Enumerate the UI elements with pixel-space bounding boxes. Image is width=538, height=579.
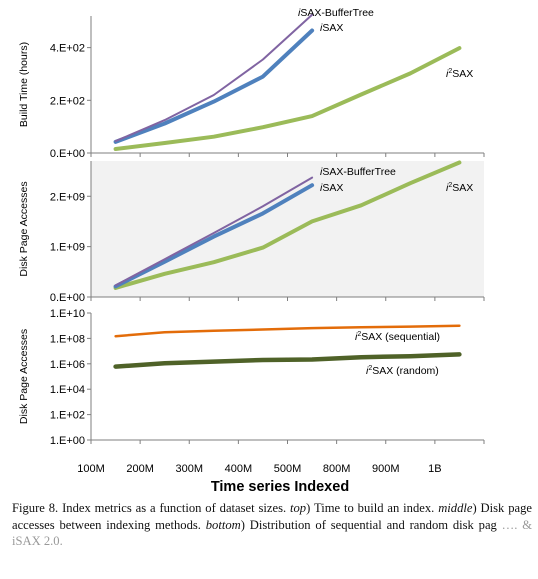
y-axis-title: Build Time (hours) xyxy=(18,42,30,127)
x-tick-label: 200M xyxy=(126,463,154,475)
series-label-isax: iSAX xyxy=(320,182,343,194)
y-tick-label: 1.E+04 xyxy=(50,384,85,396)
series-label-i2sax-random: i2SAX (random) xyxy=(366,365,439,377)
caption-top-word: top xyxy=(290,501,307,515)
y-tick-label: 1.E+00 xyxy=(50,435,85,447)
caption-bottom-word: bottom xyxy=(205,517,241,532)
caption-text-1: Index metrics as a function of dataset s… xyxy=(58,501,291,515)
chart-panels: 0.E+00 2.E+02 4.E+02 Build Time (hours) iSAX… xyxy=(18,7,485,447)
series-line-i2sax-sequential xyxy=(114,324,461,338)
y-tick-label: 1.E+06 xyxy=(50,359,85,371)
caption-text-2: ) Time to build an index. xyxy=(306,501,439,515)
plot-area xyxy=(91,16,484,153)
x-tick-label: 500M xyxy=(274,463,302,475)
y-tick-label: 1.E+09 xyxy=(50,242,85,254)
y-tick-label: 1.E+08 xyxy=(50,333,85,345)
series-label-isax-buffertree: iSAX-BufferTree xyxy=(320,166,396,178)
caption-text-4: ) Distribution of sequential and random … xyxy=(240,517,497,532)
y-tick-label: 0.E+00 xyxy=(50,292,85,304)
figure-caption: Figure 8. Index metrics as a function of… xyxy=(12,500,532,550)
series-label-isax: iSAX xyxy=(320,22,343,34)
chart-panel-2: 0.E+00 1.E+09 2.E+09 Disk Page Accesses iSAX… xyxy=(18,160,485,304)
x-tick-label: 100M xyxy=(77,463,105,475)
x-tick-label: 800M xyxy=(323,463,351,475)
series-line-isax xyxy=(113,28,315,144)
y-tick-label: 1.E+10 xyxy=(50,308,85,320)
series-line-i2sax xyxy=(113,160,462,290)
series-line-i2sax xyxy=(113,46,462,151)
y-tick-label: 0.E+00 xyxy=(50,148,85,160)
x-tick-label: 900M xyxy=(372,463,400,475)
series-line-isax-buffertree xyxy=(114,176,314,287)
y-axis-title: Disk Page Accesses xyxy=(18,181,30,276)
y-tick-label: 4.E+02 xyxy=(50,43,85,55)
series-line-isax-buffertree xyxy=(114,13,314,143)
y-tick-label: 2.E+09 xyxy=(50,191,85,203)
caption-figure-label: Figure 8. xyxy=(12,501,59,515)
chart-panel-3: 1.E+00 1.E+02 1.E+04 1.E+06 1.E+08 1.E+10 Disk… xyxy=(18,308,485,447)
series-label-i2sax: i2SAX xyxy=(446,182,473,194)
caption-faded-tail: …. & iSAX 2.0. xyxy=(12,517,533,549)
series-line-isax xyxy=(113,183,315,289)
series-line-i2sax-random xyxy=(113,352,462,369)
x-tick-label: 400M xyxy=(225,463,253,475)
caption-text-3: ) Disk page accesses between indexing me… xyxy=(12,501,532,532)
caption-middle-word: middle xyxy=(438,501,473,515)
y-axis-title: Disk Page Accesses xyxy=(18,329,30,424)
y-tick-label: 2.E+02 xyxy=(50,95,85,107)
series-label-isax-buffertree: iSAX-BufferTree xyxy=(298,7,374,19)
x-axis: 100M 200M 300M 400M 500M 800M 900M 1B xyxy=(77,463,441,475)
x-tick-label: 300M xyxy=(175,463,203,475)
series-label-i2sax-sequential: i2SAX (sequential) xyxy=(355,331,440,343)
chart-panel-1: 0.E+00 2.E+02 4.E+02 Build Time (hours) iSAX… xyxy=(18,7,485,160)
x-axis-title: Time series Indexed xyxy=(211,479,349,495)
y-tick-label: 1.E+02 xyxy=(50,410,85,422)
x-tick-label: 1B xyxy=(428,463,441,475)
series-label-i2sax: i2SAX xyxy=(446,68,473,80)
